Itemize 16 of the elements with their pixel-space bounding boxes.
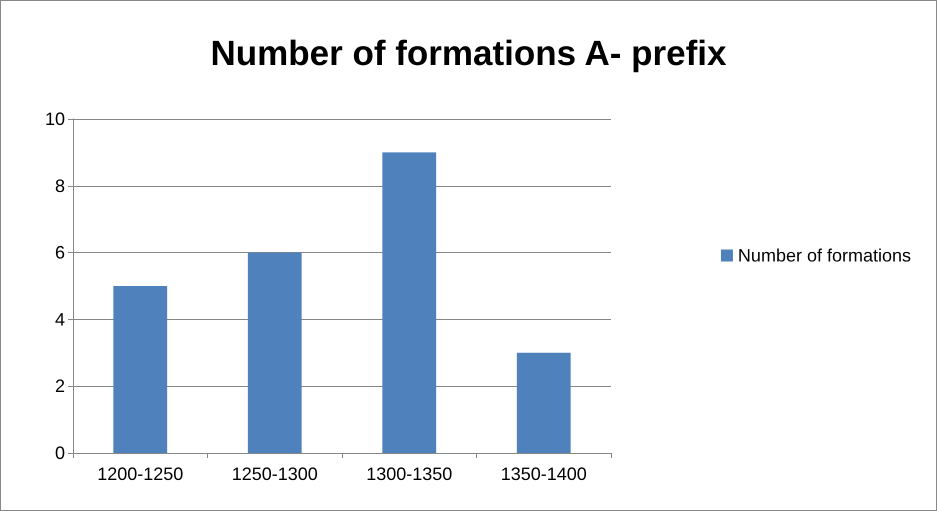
- y-tick-label: 10: [44, 109, 65, 129]
- x-tick-label: 1200-1250: [97, 464, 184, 484]
- x-tick-label: 1350-1400: [500, 464, 587, 484]
- legend-label: Number of formations: [738, 246, 912, 266]
- y-tick-label: 0: [54, 443, 65, 463]
- bar: [248, 252, 302, 453]
- y-tick-label: 8: [54, 176, 65, 196]
- bar: [516, 352, 571, 453]
- y-tick-label: 2: [54, 376, 65, 396]
- y-tick-label: 4: [54, 309, 65, 330]
- chart-title: Number of formations A- prefix: [210, 34, 728, 73]
- y-tick-label: 6: [54, 242, 65, 263]
- x-tick-label: 1250-1300: [232, 464, 318, 484]
- bar: [382, 152, 436, 453]
- x-tick-label: 1300-1350: [366, 464, 452, 484]
- bar: [113, 286, 168, 453]
